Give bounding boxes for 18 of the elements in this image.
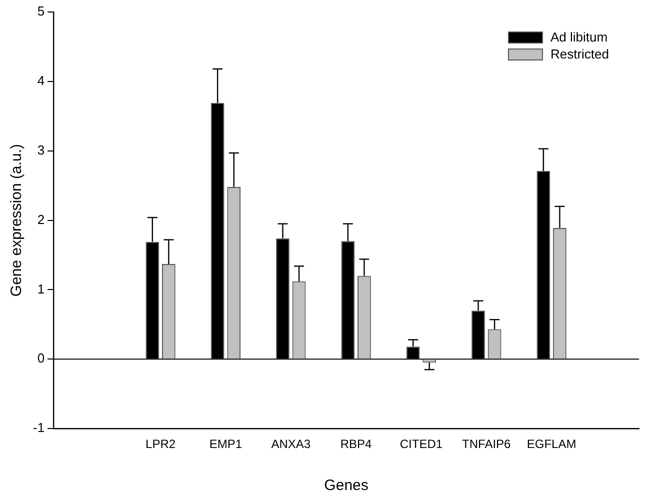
y-tick-label: 3	[37, 142, 45, 158]
y-tick-label: 0	[37, 350, 45, 366]
y-tick-label: 1	[37, 281, 45, 296]
x-tick-label: LPR2	[146, 437, 176, 452]
y-tick-label: -1	[32, 420, 45, 436]
x-tick-label: EMP1	[209, 437, 242, 452]
legend-label: Ad libitum	[550, 30, 608, 45]
x-tick-label: ANXA3	[271, 437, 311, 452]
legend-label: Restricted	[550, 46, 610, 62]
x-axis-title: Genes	[324, 477, 368, 494]
x-tick-label: RBP4	[340, 437, 372, 452]
y-axis-title: Gene expression (a.u.)	[8, 144, 26, 297]
x-tick-label: EGFLAM	[526, 437, 576, 452]
x-tick-label: CITED1	[400, 437, 443, 452]
y-tick-label: 5	[37, 4, 45, 19]
x-tick-label: TNFAIP6	[462, 437, 512, 452]
y-tick-label: 4	[37, 73, 45, 88]
y-tick-label: 2	[37, 212, 45, 227]
